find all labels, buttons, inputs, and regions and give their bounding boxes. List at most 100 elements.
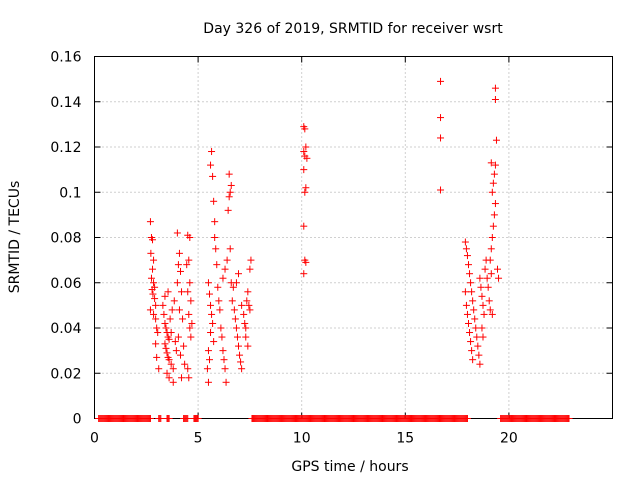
y-axis-label: SRMTID / TECUs — [7, 181, 23, 294]
data-point — [478, 324, 486, 332]
data-point — [477, 283, 485, 291]
data-point — [147, 249, 155, 257]
data-point — [212, 245, 220, 253]
data-point — [169, 365, 177, 373]
y-tick-label: 0.02 — [50, 366, 81, 382]
data-point — [204, 378, 212, 386]
data-point — [219, 347, 227, 355]
data-point — [205, 356, 213, 364]
data-point — [209, 172, 217, 180]
y-tick-label: 0.12 — [50, 140, 81, 156]
data-point — [489, 222, 497, 230]
data-point — [244, 342, 252, 350]
data-point — [150, 256, 158, 264]
grid-layer — [94, 56, 613, 419]
data-point — [235, 342, 243, 350]
data-point — [490, 211, 498, 219]
data-point — [471, 315, 479, 323]
data-point — [187, 333, 195, 341]
data-point — [153, 324, 161, 332]
data-point — [176, 267, 184, 275]
data-point — [474, 342, 482, 350]
data-point — [150, 279, 158, 287]
data-point — [476, 360, 484, 368]
y-tick-label: 0 — [73, 412, 82, 428]
x-tick-label: 5 — [194, 431, 203, 447]
data-point — [225, 193, 233, 201]
data-point — [225, 170, 233, 178]
data-point — [300, 270, 308, 278]
data-point — [146, 306, 154, 314]
data-point — [153, 353, 161, 361]
data-point — [463, 252, 471, 260]
data-point — [152, 340, 160, 348]
data-point — [246, 306, 254, 314]
data-point — [161, 340, 169, 348]
data-point — [301, 188, 309, 196]
data-point — [238, 301, 246, 309]
data-point — [245, 301, 253, 309]
data-point — [162, 324, 170, 332]
data-point — [464, 319, 472, 327]
x-axis-label: GPS time / hours — [291, 459, 408, 475]
data-point — [235, 270, 243, 278]
data-point — [237, 358, 245, 366]
data-point — [161, 319, 169, 327]
data-point — [222, 378, 230, 386]
data-point — [220, 356, 228, 364]
data-point — [490, 170, 498, 178]
y-tick-label: 0.16 — [50, 50, 81, 66]
data-point — [173, 279, 181, 287]
data-point — [478, 292, 486, 300]
data-point — [464, 261, 472, 269]
data-point — [152, 315, 160, 323]
data-point — [148, 286, 156, 294]
data-point — [215, 297, 223, 305]
data-point — [175, 306, 183, 314]
data-point — [238, 365, 246, 373]
data-point — [472, 324, 480, 332]
data-point — [210, 197, 218, 205]
data-point — [208, 148, 216, 156]
data-point — [150, 310, 158, 318]
data-point — [487, 270, 495, 278]
data-point — [223, 256, 231, 264]
data-point — [203, 365, 211, 373]
data-point — [303, 154, 311, 162]
data-point — [207, 161, 215, 169]
x-tick-label: 10 — [293, 431, 311, 447]
data-point — [489, 179, 497, 187]
x-tick-label: 0 — [90, 431, 99, 447]
data-point — [172, 347, 180, 355]
data-point — [488, 234, 496, 241]
data-point — [491, 161, 499, 169]
data-point — [469, 356, 477, 364]
data-point — [242, 324, 250, 332]
data-point — [466, 329, 474, 337]
data-point — [162, 344, 170, 352]
data-point — [210, 338, 218, 346]
data-point — [208, 310, 216, 318]
data-point — [491, 200, 499, 208]
data-point — [184, 288, 192, 296]
data-point — [487, 245, 495, 253]
data-point — [151, 295, 159, 303]
data-point — [468, 288, 476, 296]
data-point — [475, 351, 483, 359]
data-point — [242, 333, 250, 341]
data-point — [184, 365, 192, 373]
data-point — [300, 148, 308, 156]
data-point — [487, 159, 495, 167]
data-point — [180, 342, 188, 350]
data-point — [463, 310, 471, 318]
data-point — [476, 274, 484, 282]
data-point — [163, 369, 171, 377]
data-point — [185, 256, 193, 264]
data-point — [227, 181, 235, 189]
data-point — [241, 319, 249, 327]
data-point — [213, 261, 221, 269]
x-tick-label: 15 — [396, 431, 414, 447]
data-point — [300, 222, 308, 230]
data-point-zero — [565, 415, 573, 422]
